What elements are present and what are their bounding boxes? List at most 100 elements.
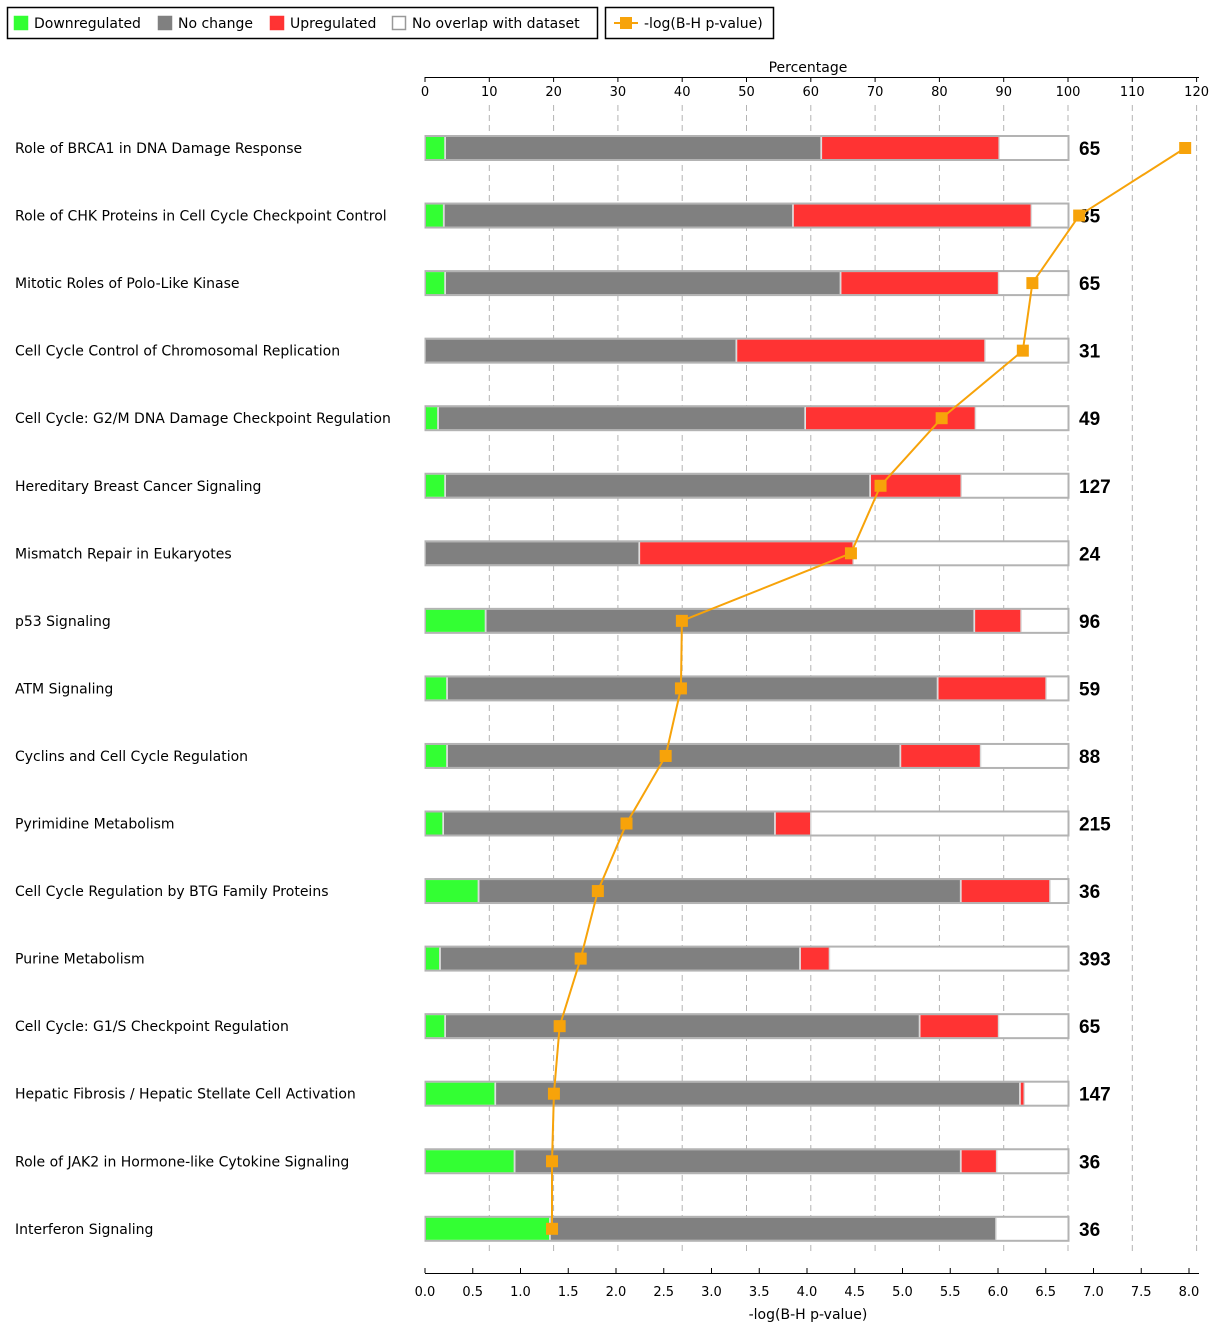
legend-swatch (269, 15, 285, 31)
count-label: 65 (1079, 139, 1101, 160)
bar-segment-upregulated (901, 744, 981, 767)
bar-segment-no-change (445, 1015, 920, 1038)
pvalue-marker (574, 952, 587, 965)
count-label: 36 (1079, 882, 1100, 903)
pathway-label: Cyclins and Cell Cycle Regulation (15, 749, 248, 765)
bar-segment-upregulated (737, 339, 986, 362)
top-tick-label: 60 (803, 85, 820, 100)
bar-segment-no-change (447, 744, 901, 767)
bar-segment-upregulated (920, 1015, 999, 1038)
bottom-tick-label: 4.0 (797, 1285, 818, 1300)
bottom-tick-label: 4.5 (844, 1285, 865, 1300)
bottom-axis-title: -log(B-H p-value) (749, 1307, 868, 1323)
bar-segment-downregulated (426, 407, 438, 430)
bar-segment-upregulated (975, 609, 1022, 632)
legend-box (6, 6, 599, 40)
pvalue-marker (591, 885, 604, 898)
line-legend-marker (620, 17, 632, 29)
bar-segment-no-change (426, 339, 737, 362)
bar-segment-no-change (447, 677, 938, 700)
count-label: 393 (1079, 950, 1111, 971)
bar-segment-upregulated (870, 474, 962, 497)
count-label: 147 (1079, 1085, 1111, 1106)
bar-segment-upregulated (640, 542, 854, 565)
count-label: 65 (1079, 1017, 1101, 1038)
top-tick-label: 20 (545, 85, 562, 100)
legend-swatch (157, 15, 173, 31)
bar-segment-no-change (444, 204, 793, 227)
bar-segment-upregulated (961, 1150, 997, 1173)
pvalue-marker (844, 547, 857, 560)
bar-segment-upregulated (822, 137, 1000, 159)
bar-segment-no-change (440, 947, 800, 970)
count-label: 96 (1079, 612, 1100, 633)
count-label: 36 (1079, 1152, 1100, 1173)
bar-segment-downregulated (426, 1082, 496, 1105)
bar-segment-upregulated (806, 407, 976, 430)
bottom-tick-label: 6.0 (988, 1285, 1009, 1300)
bottom-tick-label: 8.0 (1179, 1285, 1200, 1300)
count-label: 65 (1079, 274, 1101, 295)
bottom-tick-label: 0.5 (462, 1285, 483, 1300)
top-tick-label: 50 (738, 85, 755, 100)
pathway-label: ATM Signaling (15, 681, 113, 697)
top-tick-label: 10 (481, 85, 498, 100)
top-axis-title: Percentage (769, 60, 848, 76)
pathway-label: Role of JAK2 in Hormone-like Cytokine Si… (15, 1154, 349, 1170)
bar-segment-no-change (444, 812, 775, 835)
bottom-tick-label: 6.5 (1035, 1285, 1056, 1300)
bar-segment-no-change (445, 474, 870, 497)
bar-segment-downregulated (426, 812, 444, 835)
pathway-label: Interferon Signaling (15, 1222, 153, 1238)
pathway-label: Hereditary Breast Cancer Signaling (15, 479, 261, 495)
bar-segment-upregulated (800, 947, 830, 970)
bar-segment-upregulated (1020, 1082, 1025, 1105)
bar-segment-downregulated (426, 1150, 515, 1173)
top-tick-label: 100 (1056, 85, 1081, 100)
bar-segment-no-change (445, 272, 841, 295)
bottom-tick-label: 7.0 (1083, 1285, 1104, 1300)
count-label: 215 (1079, 815, 1111, 836)
count-label: 59 (1079, 679, 1100, 700)
bar-segment-downregulated (426, 677, 447, 700)
legend-swatch (391, 15, 407, 31)
pvalue-marker (547, 1087, 560, 1100)
count-label: 36 (1079, 1220, 1100, 1241)
bar-segment-upregulated (775, 812, 811, 835)
top-tick-label: 0 (421, 85, 429, 100)
bar-segment-downregulated (426, 880, 479, 903)
pvalue-marker (659, 749, 672, 762)
pathway-label: Purine Metabolism (15, 952, 145, 968)
pvalue-marker (1026, 277, 1039, 290)
bar-segment-downregulated (426, 204, 444, 227)
bar-segment-downregulated (426, 1217, 550, 1240)
pathway-label: Cell Cycle: G2/M DNA Damage Checkpoint R… (15, 411, 391, 427)
legend-label: No change (178, 16, 253, 32)
pathway-label: Cell Cycle Control of Chromosomal Replic… (15, 344, 340, 360)
line-legend-label: -log(B-H p-value) (644, 16, 763, 32)
bar-segment-downregulated (426, 947, 440, 970)
top-tick-label: 80 (931, 85, 948, 100)
bar-segment-upregulated (938, 677, 1047, 700)
bottom-tick-label: 2.0 (606, 1285, 627, 1300)
pathway-label: Pyrimidine Metabolism (15, 817, 175, 833)
bar-segment-upregulated (961, 880, 1050, 903)
bar-segment-downregulated (426, 744, 447, 767)
bottom-tick-label: 1.0 (510, 1285, 531, 1300)
bar-segment-upregulated (793, 204, 1032, 227)
top-tick-label: 120 (1184, 85, 1209, 100)
pathway-label: Cell Cycle: G1/S Checkpoint Regulation (15, 1019, 289, 1035)
legend-label: No overlap with dataset (412, 16, 580, 32)
count-label: 24 (1079, 544, 1101, 565)
pathway-label: Mismatch Repair in Eukaryotes (15, 546, 232, 562)
pathway-label: p53 Signaling (15, 614, 111, 630)
bottom-tick-label: 5.5 (940, 1285, 961, 1300)
legend-label: Downregulated (34, 16, 141, 32)
bar-segment-upregulated (841, 272, 999, 295)
pvalue-marker (675, 614, 688, 627)
bar-segment-no-change (438, 407, 806, 430)
count-label: 127 (1079, 477, 1111, 498)
pvalue-marker (620, 817, 633, 830)
top-tick-label: 40 (674, 85, 691, 100)
